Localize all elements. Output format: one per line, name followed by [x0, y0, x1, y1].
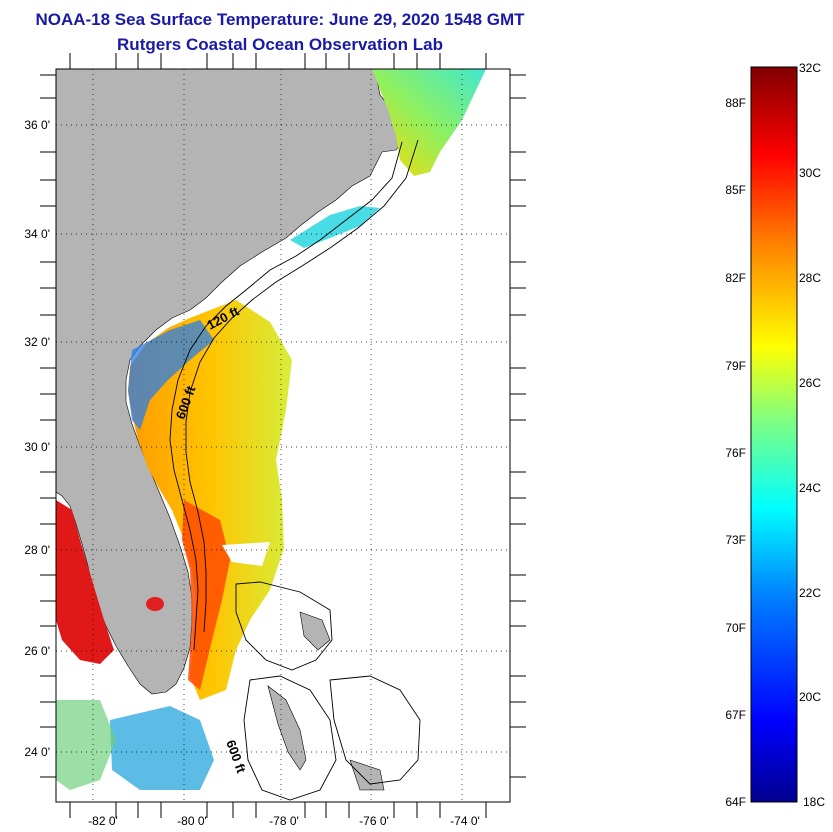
lat-label-26: 26 0' [24, 644, 50, 658]
sst-patch-west-florida [56, 500, 114, 664]
colorbar-label-67f: 67F [725, 708, 746, 722]
lake-okeechobee [146, 597, 164, 611]
lon-label-80: -80 0' [177, 814, 207, 828]
colorbar-label-70f: 70F [725, 621, 746, 635]
colorbar-label-79f: 79F [725, 359, 746, 373]
map-frame [55, 68, 511, 803]
lon-label-76: -76 0' [359, 814, 389, 828]
lat-label-32: 32 0' [24, 335, 50, 349]
lat-label-34: 34 0' [24, 227, 50, 241]
lat-label-36: 36 0' [24, 118, 50, 132]
colorbar-label-88f: 88F [725, 96, 746, 110]
lon-label-74: -74 0' [450, 814, 480, 828]
map-title: NOAA-18 Sea Surface Temperature: June 29… [35, 10, 525, 29]
colorbar-label-85f: 85F [725, 183, 746, 197]
sst-patch-nearshore-blue [128, 320, 214, 430]
lat-label-28: 28 0' [24, 543, 50, 557]
sst-patch-keys [110, 706, 214, 790]
cloud-gap [222, 542, 270, 566]
colorbar-label-28c: 28C [799, 271, 821, 285]
colorbar-label-76f: 76F [725, 446, 746, 460]
colorbar-label-30c: 30C [799, 166, 821, 180]
colorbar-label-22c: 22C [799, 586, 821, 600]
sst-swath-north [372, 69, 486, 176]
graticule [56, 69, 510, 802]
colorbar-label-82f: 82F [725, 271, 746, 285]
colorbar [750, 66, 798, 803]
colorbar-label-24c: 24C [799, 481, 821, 495]
colorbar-label-32c: 32C [799, 61, 821, 75]
lon-label-82: -82 0' [88, 814, 118, 828]
colorbar-label-18c: 18C [803, 795, 825, 809]
frame-ticks [40, 53, 526, 818]
sst-patch-carolina [290, 206, 380, 248]
isobath-contours [169, 139, 421, 801]
map-area: 120 ft 600 ft 600 ft [56, 69, 510, 802]
colorbar-label-64f: 64F [725, 795, 746, 809]
lat-label-24: 24 0' [24, 745, 50, 759]
lat-label-30: 30 0' [24, 440, 50, 454]
colorbar-label-26c: 26C [799, 376, 821, 390]
sst-swath-gulfstream [128, 300, 292, 700]
sst-patch-gulf-south [56, 700, 116, 790]
colorbar-label-20c: 20C [799, 690, 821, 704]
lon-label-78: -78 0' [269, 814, 299, 828]
colorbar-label-73f: 73F [725, 533, 746, 547]
map-subtitle: Rutgers Coastal Ocean Observation Lab [117, 35, 443, 54]
bahamas-islands [267, 611, 385, 791]
